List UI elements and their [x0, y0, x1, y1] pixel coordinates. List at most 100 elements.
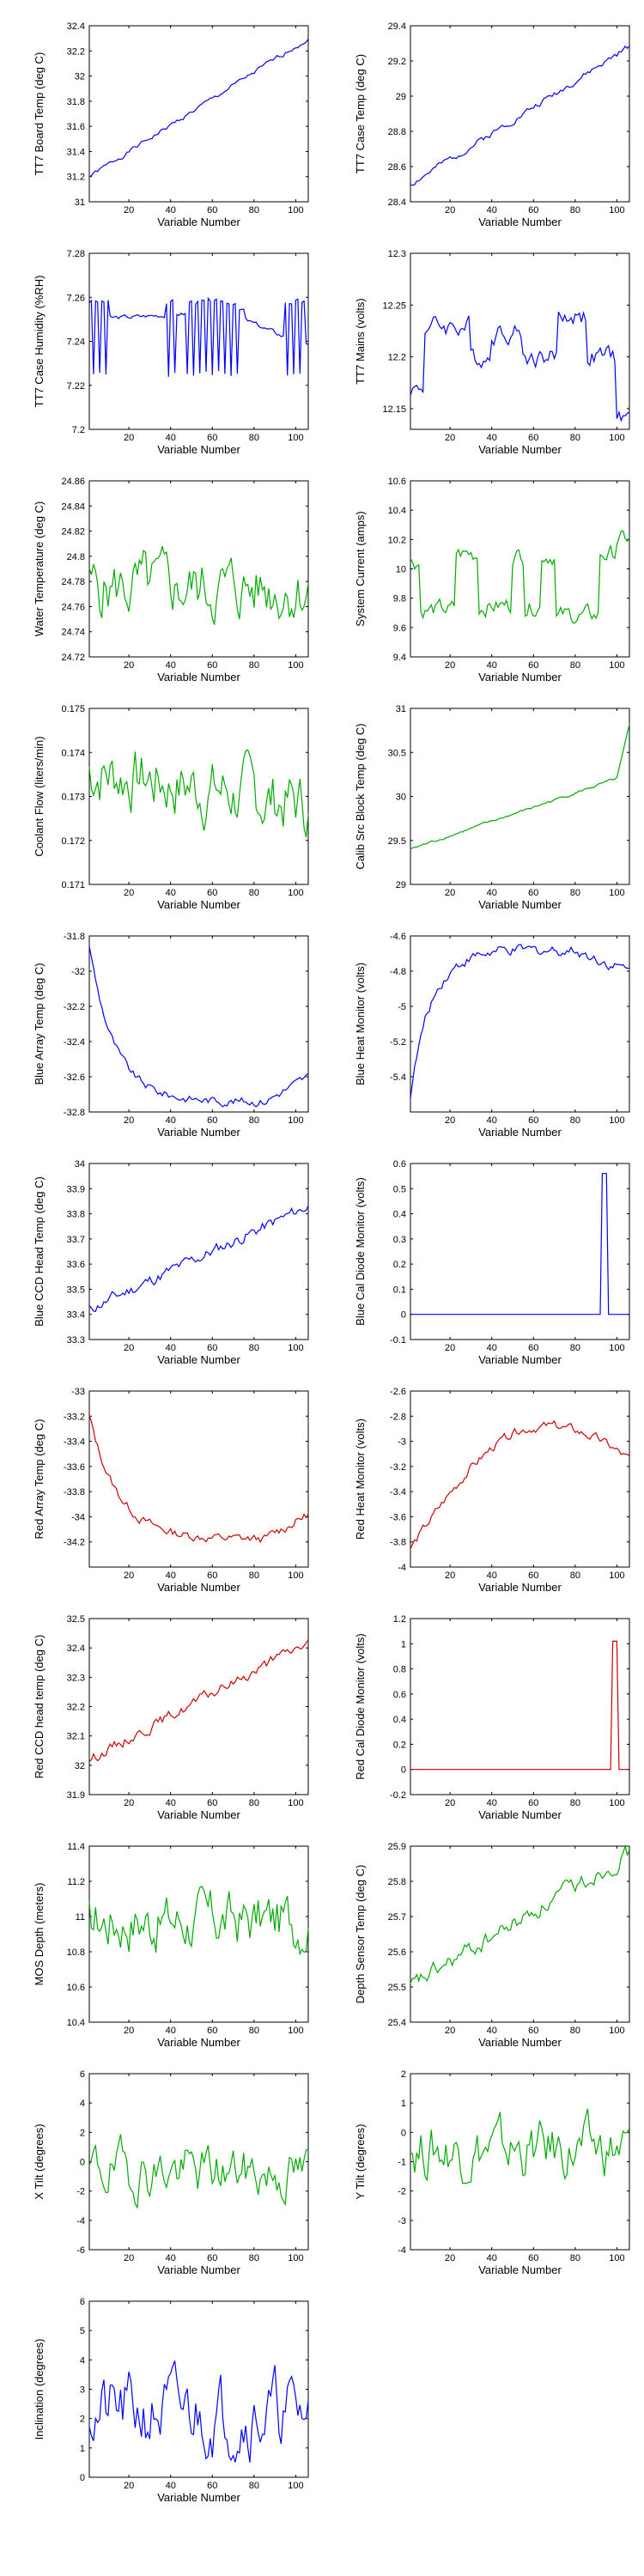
- chart-panel: 20 40 60 80 100 -6 -4 -2 0 2 4 6 Variable Number X Ti…: [33, 2069, 309, 2276]
- x-tick-label: 80: [249, 1798, 259, 1808]
- y-tick-label: 0: [401, 2128, 406, 2138]
- x-tick-label: 40: [166, 433, 176, 443]
- x-tick-label: 80: [249, 1343, 259, 1353]
- x-tick-label: 100: [288, 888, 303, 898]
- x-axis-label: Variable Number: [478, 1353, 562, 1366]
- x-tick-label: 100: [288, 1571, 303, 1581]
- x-tick-label: 80: [570, 433, 580, 443]
- y-tick-label: 0.6: [393, 1159, 406, 1170]
- y-tick-label: 32: [75, 72, 85, 82]
- y-tick-label: 4: [80, 2099, 85, 2109]
- y-tick-label: 12.25: [382, 301, 406, 311]
- y-tick-label: 4: [80, 2355, 85, 2366]
- x-tick-label: 20: [124, 2026, 134, 2036]
- x-tick-label: 60: [207, 1115, 217, 1126]
- y-tick-label: -4.8: [390, 967, 406, 977]
- y-tick-label: 30: [396, 793, 406, 803]
- x-tick-label: 100: [609, 2026, 624, 2036]
- y-tick-label: 31.6: [67, 122, 85, 132]
- y-tick-label: 34: [75, 1159, 85, 1170]
- series-line: [410, 311, 630, 422]
- y-tick-label: 25.9: [388, 1842, 406, 1852]
- chart-panel: 20 40 60 80 100 -0.1 0 0.1 0.2 0.3 0.4 0.5 0.6 Variab…: [354, 1159, 630, 1366]
- y-tick-label: 28.8: [388, 127, 406, 137]
- y-tick-label: 9.4: [393, 653, 406, 663]
- x-tick-label: 60: [528, 2026, 538, 2036]
- y-tick-label: 29.4: [388, 21, 406, 32]
- y-tick-label: 24.8: [67, 552, 85, 562]
- y-tick-label: 2: [401, 2069, 406, 2080]
- y-tick-label: 11: [76, 1912, 85, 1923]
- y-tick-label: 0.4: [393, 1715, 406, 1725]
- x-tick-label: 60: [207, 1343, 217, 1353]
- y-tick-label: 0.171: [61, 880, 85, 890]
- x-tick-label: 80: [249, 1571, 259, 1581]
- y-tick-label: 30.5: [388, 748, 406, 758]
- x-axis-label: Variable Number: [478, 2263, 562, 2276]
- y-tick-label: 32.2: [67, 1703, 85, 1713]
- series-line: [88, 39, 309, 178]
- y-tick-label: -0.2: [390, 1790, 406, 1801]
- plot-frame: [410, 25, 630, 203]
- x-axis-label: Variable Number: [157, 1126, 240, 1139]
- x-tick-label: 40: [166, 2481, 176, 2491]
- x-tick-label: 80: [570, 1343, 580, 1353]
- series-line: [410, 530, 630, 624]
- x-tick-label: 40: [487, 888, 497, 898]
- plot-frame: [410, 708, 630, 885]
- y-tick-label: 11.4: [67, 1842, 85, 1852]
- x-tick-label: 60: [528, 205, 538, 216]
- x-tick-label: 20: [445, 1343, 455, 1353]
- plot-frame: [88, 25, 309, 203]
- x-axis-label: Variable Number: [478, 216, 562, 228]
- x-tick-label: 60: [528, 660, 538, 671]
- y-tick-label: -2.6: [390, 1387, 406, 1397]
- x-tick-label: 40: [166, 888, 176, 898]
- x-tick-label: 40: [487, 433, 497, 443]
- x-tick-label: 100: [609, 1798, 624, 1808]
- x-tick-label: 80: [570, 888, 580, 898]
- y-tick-label: -33.2: [64, 1412, 85, 1422]
- x-axis-label: Variable Number: [157, 898, 240, 911]
- x-tick-label: 80: [249, 2253, 259, 2263]
- y-tick-label: 29.5: [388, 836, 406, 847]
- y-tick-label: -33: [71, 1387, 85, 1397]
- series-line: [88, 1639, 309, 1763]
- x-tick-label: 80: [570, 2253, 580, 2263]
- x-axis-label: Variable Number: [478, 898, 562, 911]
- x-tick-label: 20: [124, 660, 134, 671]
- y-axis-label: MOS Depth (meters): [33, 1883, 46, 1986]
- series-line: [88, 946, 309, 1108]
- y-tick-label: 10.4: [388, 506, 406, 516]
- x-tick-label: 80: [570, 205, 580, 216]
- chart-panel: 20 40 60 80 100 31 31.2 31.4 31.6 31.8 32 32.2 32.4 V…: [33, 21, 309, 228]
- y-tick-label: 10.6: [388, 477, 406, 487]
- y-tick-label: 7.26: [67, 293, 85, 303]
- x-axis-label: Variable Number: [157, 216, 240, 228]
- y-axis-label: TT7 Case Temp (deg C): [354, 54, 367, 173]
- y-tick-label: 10.4: [67, 2018, 85, 2028]
- chart-panel: 20 40 60 80 100 -4 -3 -2 -1 0 1 2 Variable Number Y T…: [354, 2069, 630, 2276]
- y-tick-label: 10: [396, 565, 406, 575]
- plot-frame: [88, 1163, 309, 1340]
- series-line: [410, 1173, 629, 1315]
- y-tick-label: 0.6: [393, 1690, 406, 1700]
- chart-panel: 20 40 60 80 100 33.3 33.4 33.5 33.6 33.7 33.8 33.9 3…: [33, 1159, 309, 1366]
- x-tick-label: 100: [288, 660, 303, 671]
- y-tick-label: -2: [76, 2187, 85, 2197]
- y-tick-label: 24.78: [61, 577, 85, 587]
- y-axis-label: Red Heat Monitor (volts): [354, 1419, 367, 1540]
- x-axis-label: Variable Number: [478, 671, 562, 683]
- y-axis-label: Red Array Temp (deg C): [33, 1419, 46, 1540]
- y-tick-label: 0: [401, 1765, 406, 1776]
- x-tick-label: 60: [207, 1798, 217, 1808]
- y-tick-label: 28.6: [388, 162, 406, 173]
- y-axis-label: Red CCD head temp (deg C): [33, 1635, 46, 1779]
- x-tick-label: 40: [166, 205, 176, 216]
- y-tick-label: -3.4: [390, 1487, 406, 1498]
- y-tick-label: 33.8: [67, 1210, 85, 1220]
- y-tick-label: -2.8: [390, 1412, 406, 1422]
- y-tick-label: 31.9: [67, 1790, 85, 1801]
- y-tick-label: 0.2: [393, 1260, 406, 1270]
- y-tick-label: 9.8: [393, 594, 406, 605]
